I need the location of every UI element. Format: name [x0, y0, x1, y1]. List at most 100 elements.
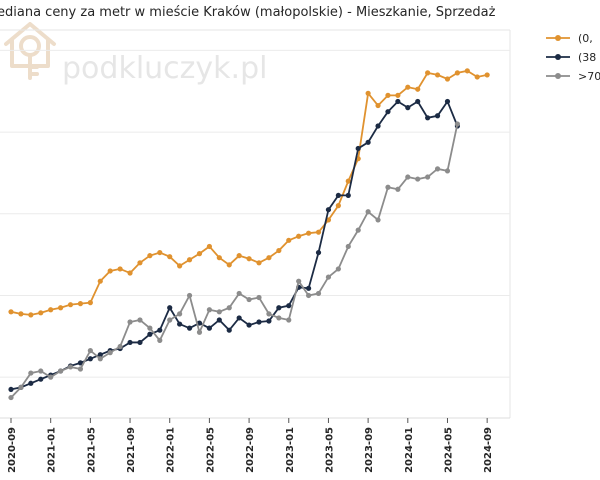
- data-point: [186, 292, 193, 299]
- data-point: [87, 300, 93, 306]
- series-layer: [8, 68, 490, 401]
- series-2: [8, 98, 460, 393]
- data-point: [296, 233, 302, 239]
- data-point: [306, 292, 312, 299]
- data-point: [157, 337, 163, 343]
- data-point: [306, 285, 312, 291]
- data-point: [444, 98, 451, 105]
- data-point: [375, 102, 381, 109]
- data-point: [226, 327, 232, 333]
- series-1: [8, 68, 490, 318]
- data-point: [345, 243, 351, 250]
- data-point: [117, 266, 123, 272]
- data-point: [256, 294, 262, 301]
- data-point: [434, 72, 441, 78]
- data-point: [48, 307, 54, 313]
- data-point: [147, 325, 153, 331]
- data-point: [167, 305, 173, 311]
- data-point: [97, 356, 103, 362]
- data-point: [58, 368, 64, 374]
- data-point: [97, 352, 103, 358]
- data-point: [28, 370, 34, 376]
- data-point: [246, 322, 252, 328]
- data-point: [216, 309, 222, 315]
- data-point: [77, 360, 84, 366]
- data-point: [137, 317, 143, 323]
- data-point: [325, 207, 332, 213]
- data-point: [236, 253, 242, 259]
- x-tick-label: 2023-01: [285, 427, 296, 473]
- legend-item-2: (38: [546, 51, 596, 64]
- x-tick-label: 2024-01: [404, 427, 415, 473]
- x-tick-label: 2022-09: [245, 427, 256, 473]
- data-point: [38, 310, 44, 316]
- data-point: [405, 174, 411, 180]
- x-tick-label: 2022-05: [205, 427, 216, 473]
- data-point: [306, 230, 312, 236]
- data-point: [464, 68, 470, 74]
- data-point: [276, 247, 282, 254]
- data-point: [206, 325, 212, 331]
- data-point: [246, 256, 252, 262]
- data-point: [167, 254, 173, 260]
- legend-label: (0,: [578, 32, 593, 45]
- data-point: [286, 237, 292, 243]
- data-point: [335, 192, 341, 199]
- data-point: [38, 376, 44, 382]
- data-point: [87, 348, 93, 354]
- legend: (0, (38 >70: [546, 32, 600, 83]
- data-point: [276, 315, 282, 321]
- data-point: [276, 305, 282, 311]
- data-point: [325, 274, 332, 280]
- data-point: [157, 327, 163, 333]
- data-point: [425, 174, 431, 180]
- x-tick-label: 2023-09: [364, 427, 375, 473]
- data-point: [137, 339, 143, 346]
- legend-swatch-marker: [555, 35, 561, 41]
- data-point: [365, 139, 371, 145]
- data-point: [454, 121, 460, 127]
- gridlines: [0, 49, 510, 378]
- data-point: [415, 98, 421, 105]
- data-point: [425, 70, 431, 76]
- data-point: [8, 394, 14, 401]
- data-point: [365, 90, 371, 96]
- data-point: [266, 311, 272, 317]
- series-line: [10, 99, 459, 391]
- data-point: [236, 290, 242, 297]
- data-point: [385, 92, 391, 98]
- data-point: [454, 70, 460, 76]
- data-point: [107, 268, 113, 274]
- data-point: [395, 92, 401, 98]
- data-point: [415, 176, 421, 182]
- data-point: [385, 109, 391, 115]
- data-point: [365, 209, 371, 215]
- x-tick-label: 2021-09: [126, 427, 137, 473]
- watermark-logo: podkluczyk.pl: [4, 22, 267, 86]
- data-point: [177, 321, 183, 327]
- data-point: [266, 255, 272, 261]
- x-tick-label: 2024-09: [483, 427, 494, 473]
- data-point: [127, 270, 133, 276]
- data-point: [117, 343, 123, 350]
- data-point: [157, 249, 163, 256]
- data-point: [405, 105, 411, 111]
- data-point: [236, 315, 242, 321]
- data-point: [147, 253, 153, 259]
- data-point: [196, 251, 203, 257]
- data-point: [186, 257, 193, 263]
- data-point: [385, 184, 391, 190]
- data-point: [77, 301, 84, 307]
- data-point: [18, 384, 24, 390]
- data-point: [206, 307, 212, 313]
- data-point: [345, 192, 351, 199]
- data-point: [425, 115, 431, 121]
- chart-title: ediana ceny za metr w mieście Kraków (ma…: [0, 5, 496, 20]
- data-point: [355, 227, 361, 233]
- data-point: [444, 168, 451, 174]
- data-point: [266, 318, 272, 324]
- data-point: [216, 255, 222, 261]
- x-tick-label: 2022-01: [166, 427, 177, 473]
- data-point: [18, 311, 24, 317]
- series-line: [10, 123, 459, 399]
